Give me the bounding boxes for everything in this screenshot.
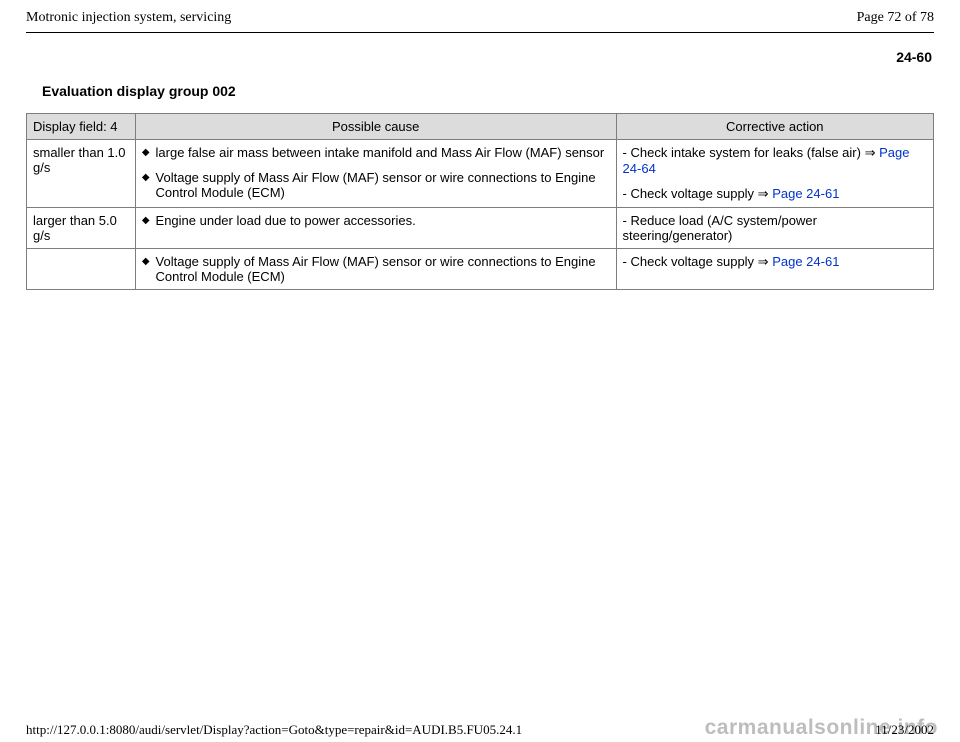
table-header-row: Display field: 4 Possible cause Correcti…: [27, 114, 934, 140]
cell-cause: ◆ Voltage supply of Mass Air Flow (MAF) …: [135, 249, 616, 290]
col-header-display: Display field: 4: [27, 114, 136, 140]
arrow-icon: ⇒: [758, 186, 769, 201]
action-text: - Check intake system for leaks (false a…: [623, 145, 865, 160]
cell-action: - Check intake system for leaks (false a…: [616, 140, 933, 208]
page-link[interactable]: Page 24-61: [772, 254, 839, 269]
action-item: - Reduce load (A/C system/power steering…: [623, 213, 927, 243]
cause-text: Engine under load due to power accessori…: [156, 213, 416, 228]
footer-date: 11/23/2002: [875, 722, 934, 738]
footer-url: http://127.0.0.1:8080/audi/servlet/Displ…: [26, 722, 522, 738]
content-area: Display field: 4 Possible cause Correcti…: [0, 113, 960, 290]
arrow-icon: ⇒: [758, 254, 769, 269]
page-link[interactable]: Page 24-61: [772, 186, 839, 201]
action-text: - Check voltage supply: [623, 186, 758, 201]
cell-display-continued: [27, 249, 136, 290]
bullet-icon: ◆: [142, 215, 150, 228]
cell-action: - Reduce load (A/C system/power steering…: [616, 208, 933, 249]
cause-text: Voltage supply of Mass Air Flow (MAF) se…: [156, 254, 610, 284]
page-number-sub: 24-60: [0, 41, 960, 83]
cell-display: smaller than 1.0 g/s: [27, 140, 136, 208]
doc-title: Motronic injection system, servicing: [26, 10, 231, 26]
action-item: - Check voltage supply ⇒ Page 24-61: [623, 254, 927, 270]
table-row: larger than 5.0 g/s ◆ Engine under load …: [27, 208, 934, 249]
action-item: - Check intake system for leaks (false a…: [623, 145, 927, 176]
page-counter: Page 72 of 78: [857, 10, 934, 26]
col-header-action: Corrective action: [616, 114, 933, 140]
cause-text: Voltage supply of Mass Air Flow (MAF) se…: [156, 170, 610, 200]
cause-item: ◆ Engine under load due to power accesso…: [142, 213, 610, 228]
action-text: - Reduce load (A/C system/power steering…: [623, 213, 817, 243]
bullet-icon: ◆: [142, 256, 150, 284]
table-row: ◆ Voltage supply of Mass Air Flow (MAF) …: [27, 249, 934, 290]
page-footer: http://127.0.0.1:8080/audi/servlet/Displ…: [0, 722, 960, 742]
cause-text: large false air mass between intake mani…: [156, 145, 605, 160]
cell-cause: ◆ large false air mass between intake ma…: [135, 140, 616, 208]
bullet-icon: ◆: [142, 147, 150, 160]
evaluation-table: Display field: 4 Possible cause Correcti…: [26, 113, 934, 290]
col-header-cause: Possible cause: [135, 114, 616, 140]
bullet-icon: ◆: [142, 172, 150, 200]
page-header: Motronic injection system, servicing Pag…: [0, 0, 960, 32]
cell-action: - Check voltage supply ⇒ Page 24-61: [616, 249, 933, 290]
cause-item: ◆ Voltage supply of Mass Air Flow (MAF) …: [142, 254, 610, 284]
action-item: - Check voltage supply ⇒ Page 24-61: [623, 186, 927, 202]
cell-display: larger than 5.0 g/s: [27, 208, 136, 249]
arrow-icon: ⇒: [865, 145, 876, 160]
cause-item: ◆ Voltage supply of Mass Air Flow (MAF) …: [142, 170, 610, 200]
table-row: smaller than 1.0 g/s ◆ large false air m…: [27, 140, 934, 208]
section-title: Evaluation display group 002: [0, 83, 960, 113]
action-text: - Check voltage supply: [623, 254, 758, 269]
cause-item: ◆ large false air mass between intake ma…: [142, 145, 610, 160]
header-rule: [26, 32, 934, 33]
cell-cause: ◆ Engine under load due to power accesso…: [135, 208, 616, 249]
